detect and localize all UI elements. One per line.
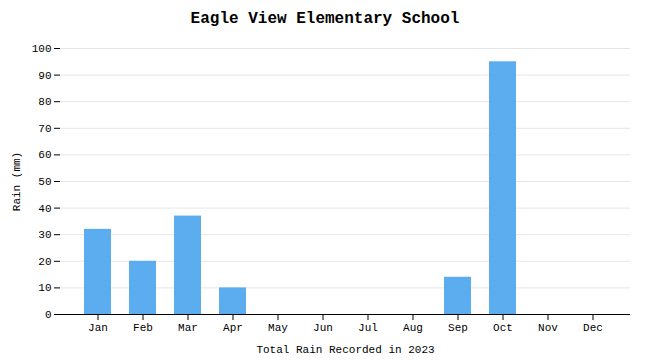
svg-text:100: 100 bbox=[32, 43, 52, 55]
svg-text:30: 30 bbox=[38, 229, 51, 241]
svg-text:Oct: Oct bbox=[493, 322, 513, 334]
svg-text:50: 50 bbox=[38, 176, 51, 188]
svg-text:20: 20 bbox=[38, 256, 51, 268]
svg-text:60: 60 bbox=[38, 149, 51, 161]
svg-text:Apr: Apr bbox=[223, 322, 243, 334]
svg-text:40: 40 bbox=[38, 203, 51, 215]
html-text:Eagle View Elementary School: Eagle View Elementary School bbox=[190, 10, 460, 28]
svg-text:80: 80 bbox=[38, 96, 51, 108]
svg-text:0: 0 bbox=[45, 309, 52, 321]
svg-text:Jan: Jan bbox=[88, 322, 108, 334]
svg-text:Jun: Jun bbox=[313, 322, 333, 334]
svg-text:Aug: Aug bbox=[403, 322, 423, 334]
svg-text:10: 10 bbox=[38, 282, 51, 294]
svg-text:Dec: Dec bbox=[583, 322, 603, 334]
svg-text:Total Rain Recorded in 2023: Total Rain Recorded in 2023 bbox=[256, 344, 434, 356]
svg-text:90: 90 bbox=[38, 70, 51, 82]
svg-text:Rain (mm): Rain (mm) bbox=[11, 152, 23, 211]
svg-text:May: May bbox=[268, 322, 288, 334]
svg-text:Mar: Mar bbox=[178, 322, 198, 334]
svg-text:Jul: Jul bbox=[358, 322, 378, 334]
svg-text:Nov: Nov bbox=[538, 322, 558, 334]
svg-text:Sep: Sep bbox=[448, 322, 468, 334]
svg-text:70: 70 bbox=[38, 123, 51, 135]
svg-text:Feb: Feb bbox=[133, 322, 153, 334]
